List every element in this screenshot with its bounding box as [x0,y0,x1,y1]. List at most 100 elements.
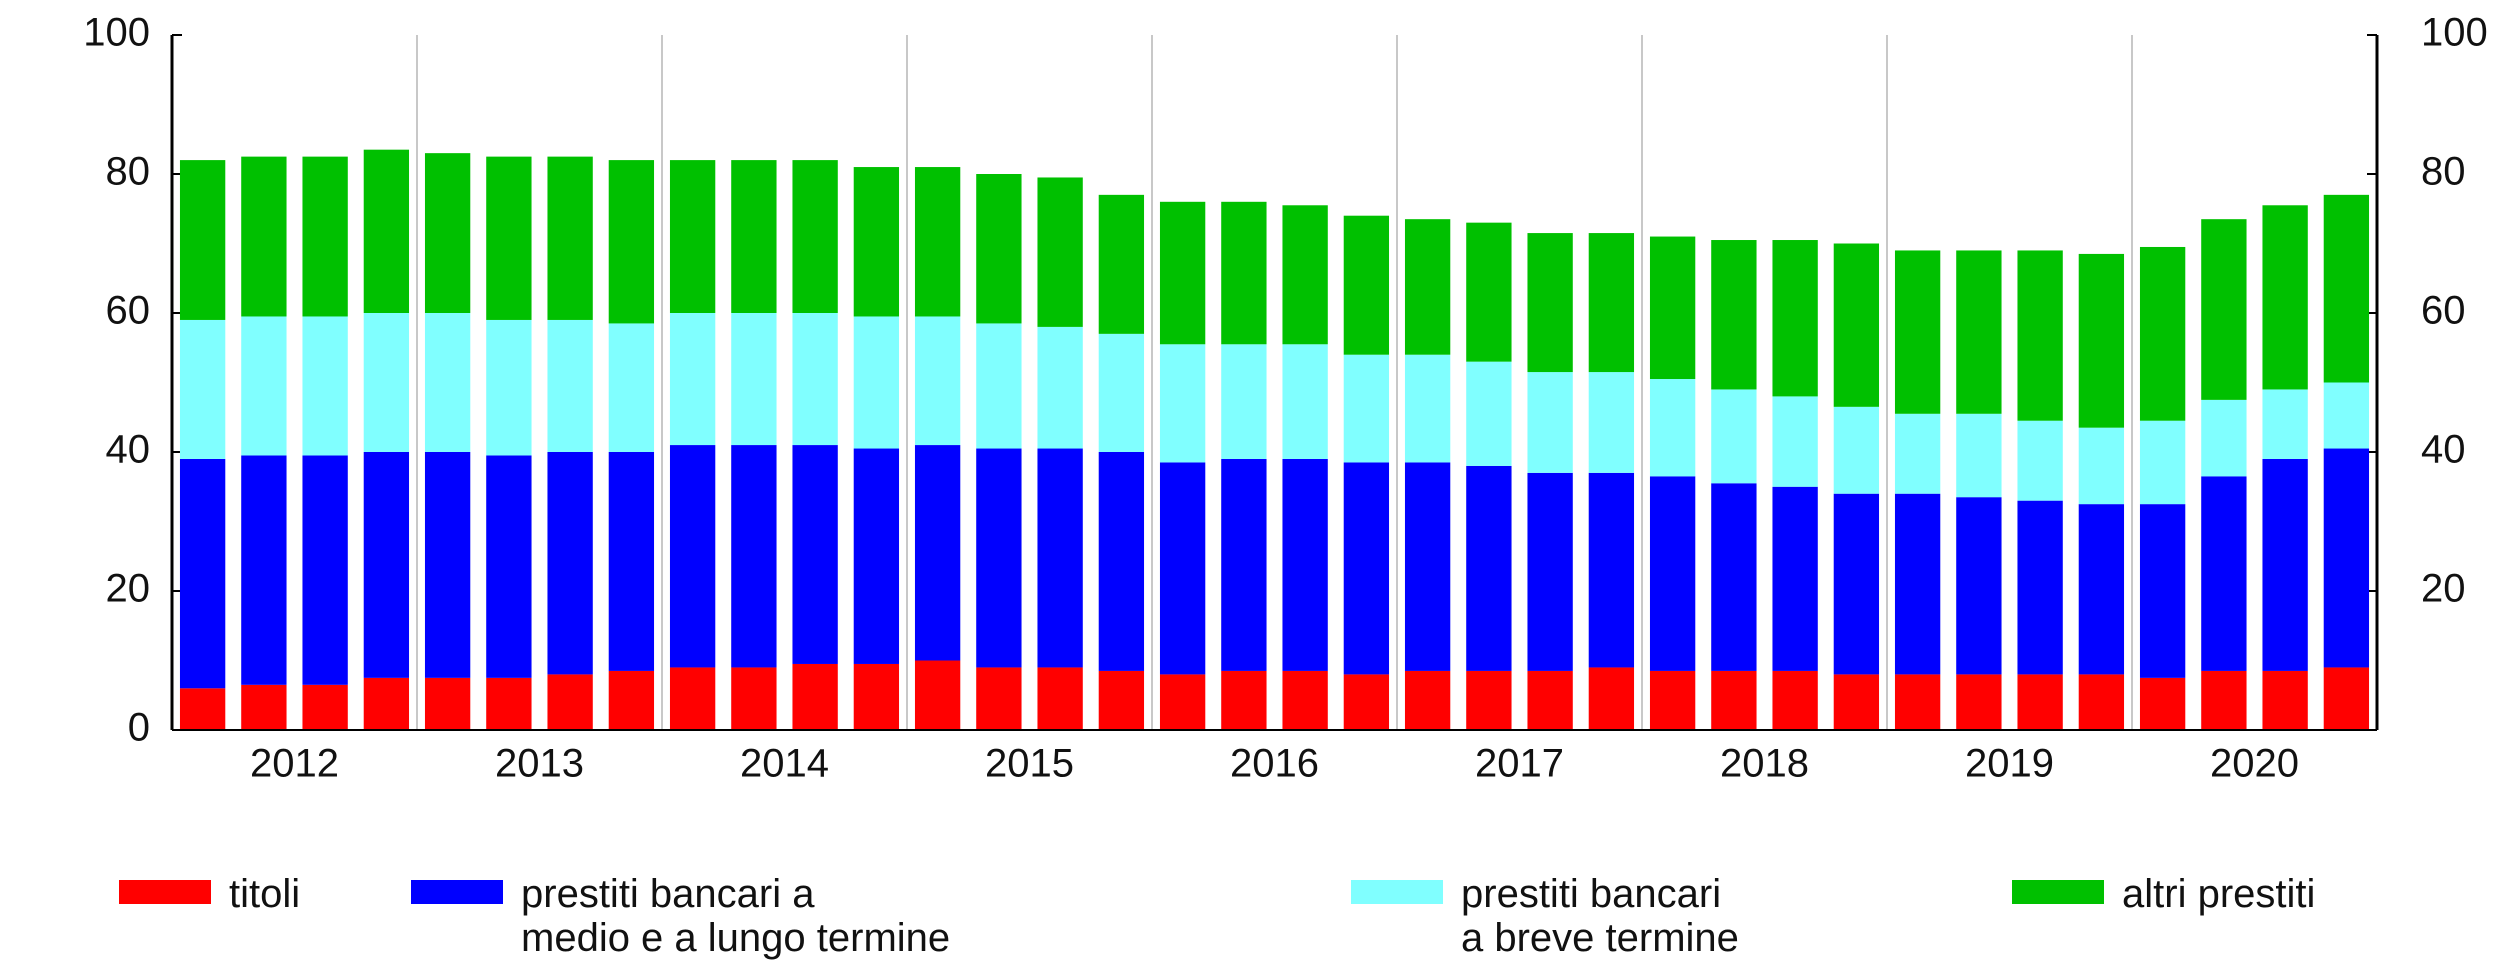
y-tick-label: 60 [106,289,151,333]
bar-segment [976,323,1022,449]
bar-segment [1833,493,1880,675]
bar-segment [2139,420,2186,505]
bar-segment [2139,504,2186,678]
bar-segment [792,663,838,730]
bar-segment [1037,667,1083,730]
bar-segment [179,688,226,730]
y-tick-label: 80 [106,150,151,194]
bar-segment [1343,462,1390,675]
bar-segment [1711,483,1757,671]
bar-segment [547,674,593,730]
bar-segment [2201,670,2247,730]
y2-tick-label: 20 [2421,567,2466,611]
y2-tick-label: 60 [2421,289,2466,333]
bar-segment [547,156,593,320]
bar-segment [547,319,593,452]
bar-segment [2262,389,2308,459]
x-tick-label: 2018 [1720,742,1809,786]
bar-segment [976,174,1022,324]
bar-segment [1649,476,1696,671]
bar-segment [486,319,532,456]
bar-segment [914,316,961,446]
bar-segment [1772,396,1818,487]
bar-segment [1282,344,1328,459]
bar-segment [1649,379,1696,477]
bar-segment [1466,222,1512,362]
bar-segment [1282,205,1328,345]
bar-segment [1343,354,1390,463]
bar-segment [1956,674,2002,730]
y2-tick-label: 40 [2421,428,2466,472]
bar-segment [731,445,777,668]
bar-segment [1894,493,1941,675]
bar-segment [2017,500,2063,675]
bar-segment [363,677,410,730]
bar-segment [2201,399,2247,477]
bar-segment [179,160,226,320]
bar-segment [1037,448,1083,668]
bar-segment [976,448,1022,668]
bar-segment [1404,670,1451,730]
bar-segment [1037,326,1083,449]
bar-segment [2017,674,2063,730]
bar-segment [363,149,410,313]
legend-swatch [1351,880,1443,904]
bar-segment [1159,344,1206,463]
bar-segment [363,313,410,452]
bar-segment [1588,372,1635,473]
bar-segment [1894,250,1941,414]
bar-segment [853,167,900,317]
y-tick-label: 40 [106,428,151,472]
bar-segment [179,458,226,689]
bar-segment [486,677,532,730]
bar-segment [1098,333,1145,452]
y-tick-label: 20 [106,567,151,611]
bar-segment [1466,361,1512,466]
bar-segment [2078,427,2125,505]
bar-segment [1404,462,1451,671]
y2-tick-label: 80 [2421,150,2466,194]
bar-segment [1588,667,1635,730]
bar-segment [1221,670,1267,730]
bar-segment [2078,504,2125,675]
x-tick-label: 2019 [1965,742,2054,786]
bar-segment [1956,250,2002,414]
bar-segment [1833,674,1880,730]
bar-segment [486,156,532,320]
bar-segment [1282,458,1328,671]
y2-tick-label: 100 [2421,11,2488,55]
bar-segment [914,167,961,317]
bar-segment [1833,406,1880,494]
y-tick-label: 0 [128,706,150,750]
legend-label: titoli [229,872,301,916]
bar-segment [608,323,655,452]
bar-segment [241,156,287,317]
bar-segment [669,445,716,668]
bar-segment [1649,670,1696,730]
bar-segment [1588,472,1635,668]
bar-segment [547,452,593,675]
bar-segment [1956,413,2002,498]
x-tick-label: 2012 [250,742,339,786]
bar-segment [302,156,348,317]
bar-segment [914,660,961,730]
bar-segment [669,313,716,446]
bar-segment [1221,201,1267,345]
bar-segment [792,313,838,446]
bar-segment [2017,250,2063,421]
bar-segment [1098,452,1145,671]
bar-segment [2323,667,2370,730]
bar-segment [853,663,900,730]
bar-segment [1404,219,1451,355]
bar-segment [1833,243,1880,407]
bar-segment [853,316,900,449]
bar-segment [731,313,777,446]
legend-item: prestiti bancari a breve termine [1351,872,1739,960]
legend-swatch [119,880,211,904]
x-tick-label: 2020 [2210,742,2299,786]
bar-segment [241,316,287,456]
bar-segment [1956,497,2002,675]
bar-segment [792,160,838,313]
